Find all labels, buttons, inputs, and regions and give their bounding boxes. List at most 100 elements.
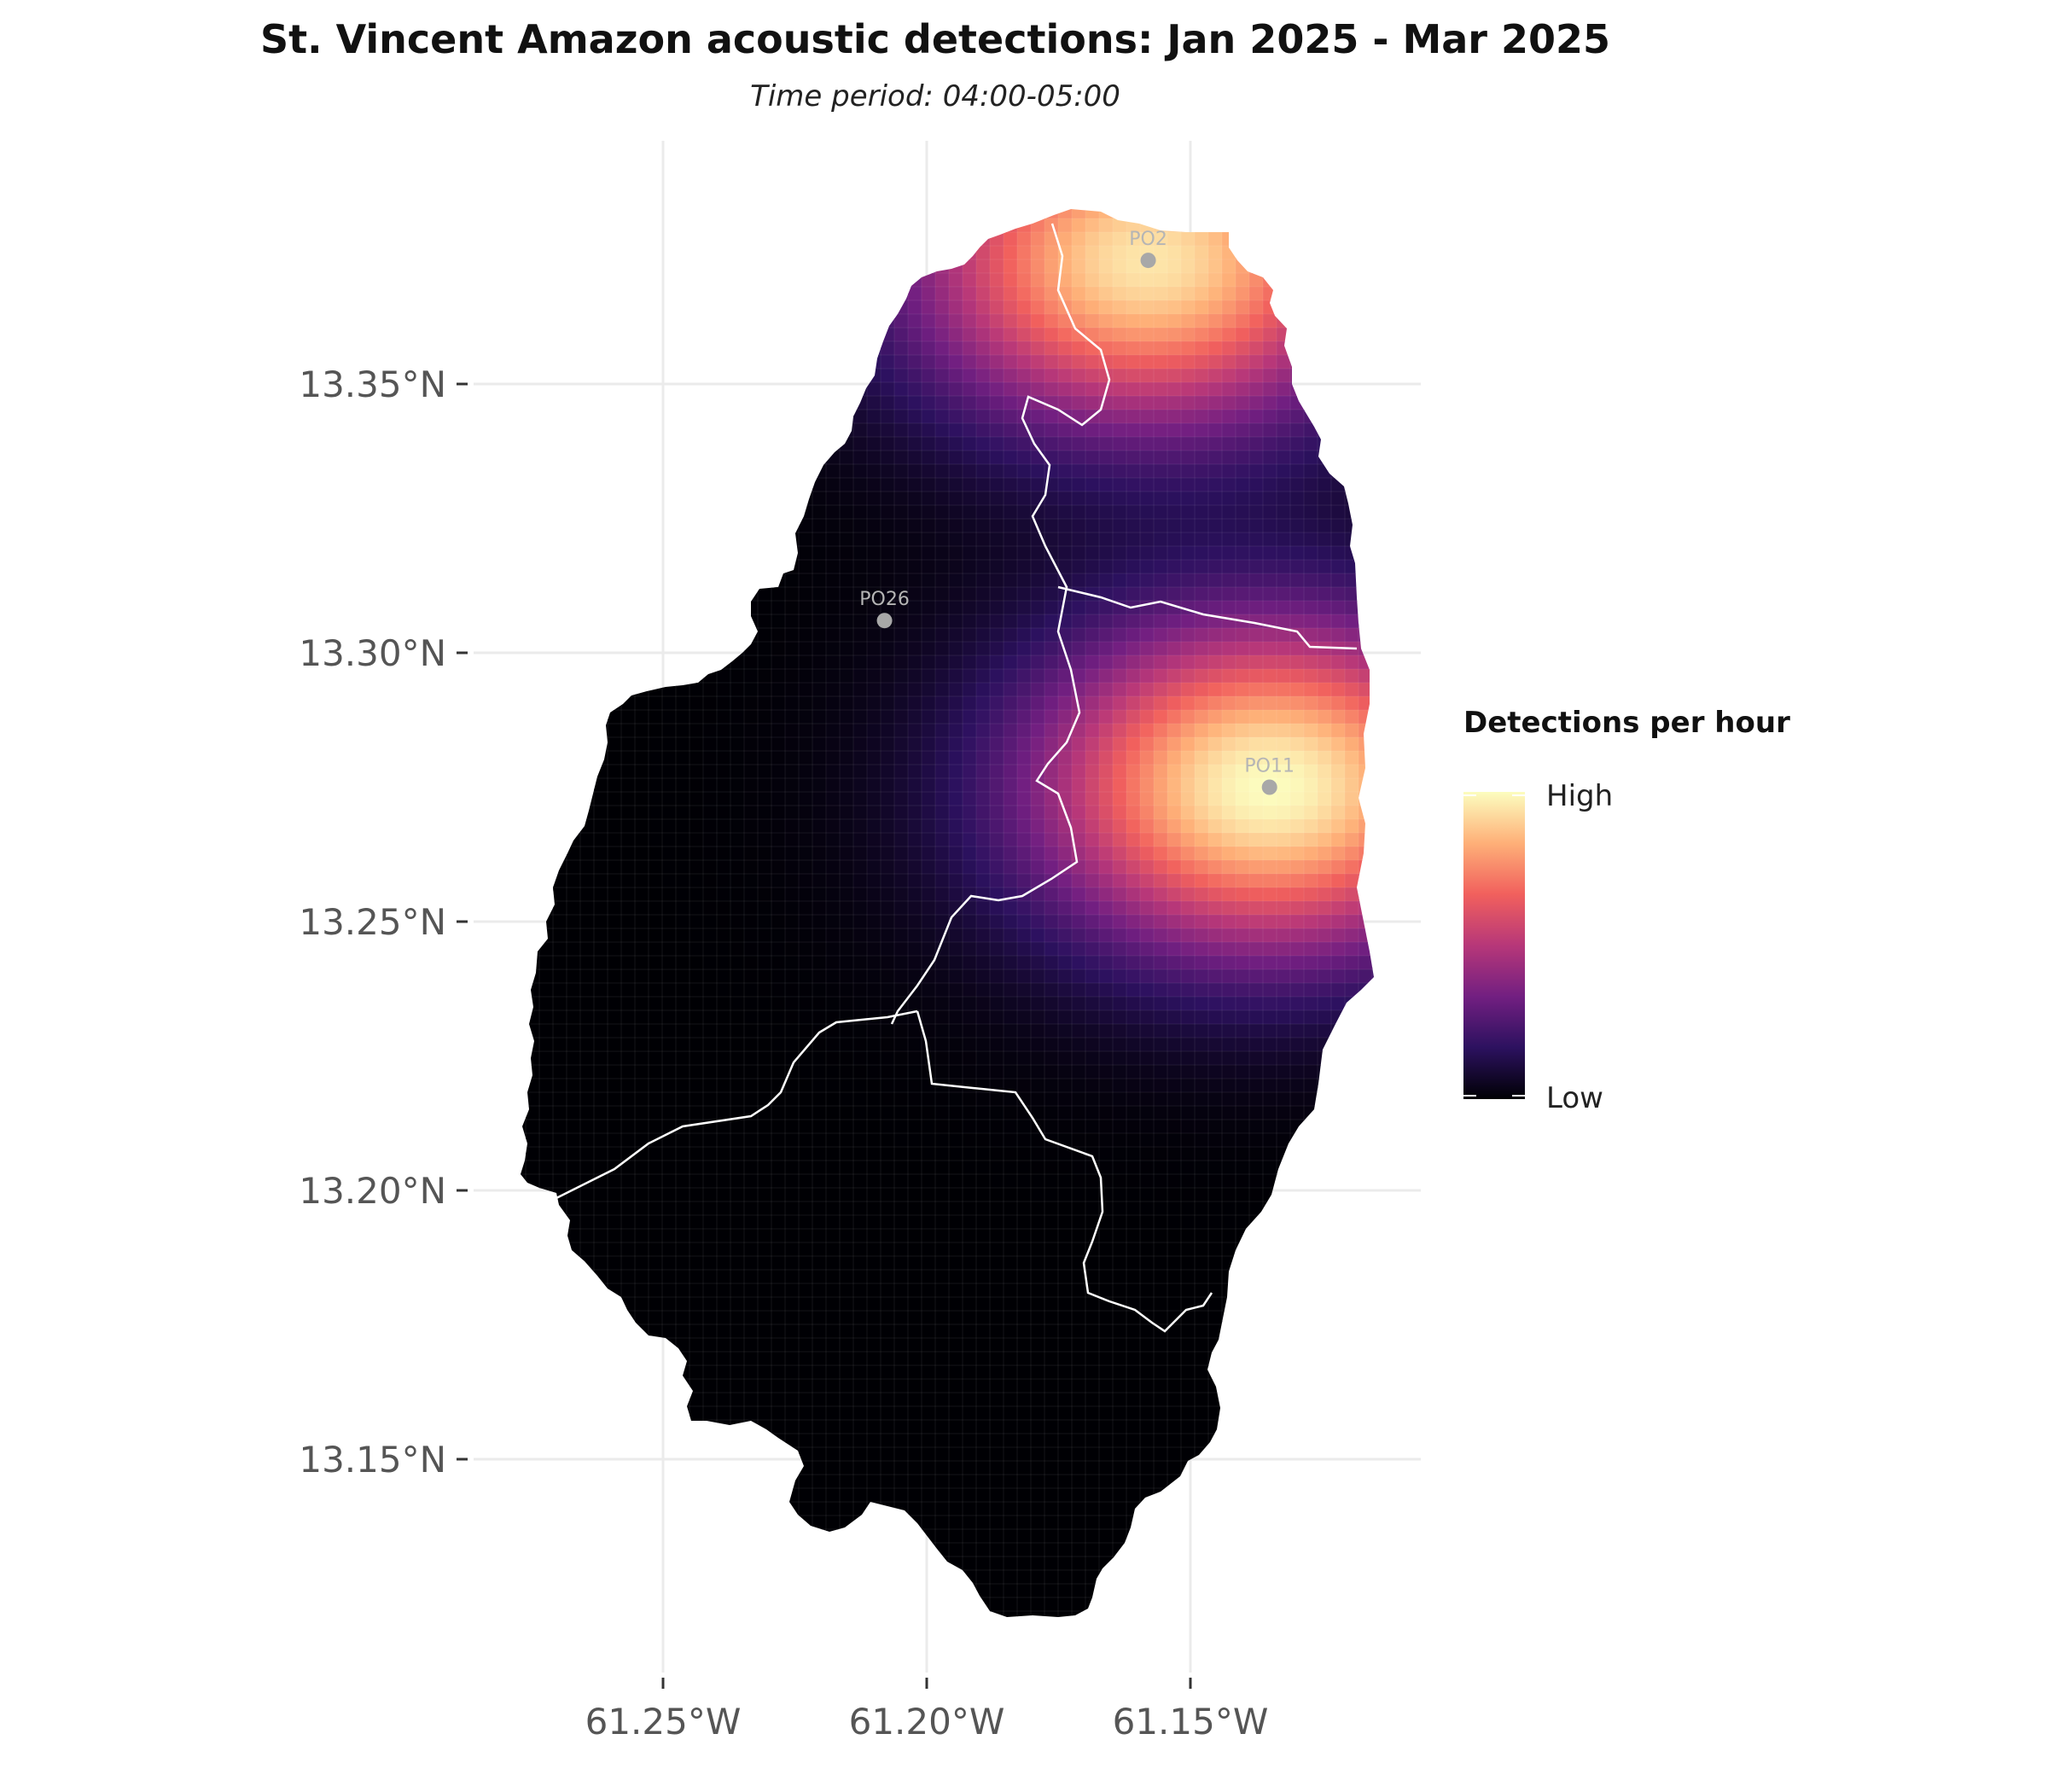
heatmap-cell [1154,833,1168,847]
heatmap-cell [1290,273,1305,288]
heatmap-cell [1017,478,1032,492]
heatmap-cell [689,410,704,424]
heatmap-cell [744,833,759,847]
heatmap-cell [826,942,841,957]
heatmap-cell [608,546,622,561]
heatmap-cell [1058,519,1073,533]
heatmap-cell [730,901,745,916]
heatmap-cell [867,737,881,752]
heatmap-cell [553,874,567,888]
heatmap-cell [689,1201,704,1216]
heatmap-cell [1290,1038,1305,1052]
heatmap-cell [621,314,636,329]
heatmap-cell [649,942,663,957]
heatmap-cell [1154,1147,1168,1161]
heatmap-cell [1154,287,1168,301]
heatmap-cell [1304,587,1318,602]
heatmap-cell [1113,560,1127,574]
heatmap-cell [649,369,663,383]
heatmap-cell [1167,546,1182,561]
heatmap-cell [1154,546,1168,561]
heatmap-cell [1263,1147,1277,1161]
heatmap-cell [771,492,786,506]
heatmap-cell [730,1242,745,1257]
heatmap-cell [1345,1024,1359,1039]
heatmap-cell [826,778,841,793]
heatmap-cell [703,478,718,492]
heatmap-cell [1058,1010,1073,1025]
heatmap-cell [526,1133,540,1148]
heatmap-cell [1331,396,1346,410]
heatmap-cell [853,655,868,670]
heatmap-cell [1277,901,1291,916]
heatmap-cell [1331,860,1346,875]
heatmap-cell [826,1079,841,1093]
heatmap-cell [676,1201,690,1216]
heatmap-cell [922,437,936,451]
heatmap-cell [1222,382,1236,397]
heatmap-cell [1031,587,1045,602]
heatmap-cell [1031,819,1045,834]
heatmap-cell [949,1051,963,1066]
heatmap-cell [594,573,608,588]
heatmap-cell [949,983,963,998]
heatmap-cell [935,737,950,752]
heatmap-cell [744,737,759,752]
heatmap-cell [1044,587,1059,602]
heatmap-cell [1181,587,1196,602]
heatmap-cell [1167,505,1182,520]
heatmap-cell [1017,819,1032,834]
heatmap-cell [1359,1051,1373,1066]
heatmap-cell [1277,382,1291,397]
heatmap-cell [963,573,977,588]
heatmap-cell [990,232,1004,247]
heatmap-cell [594,887,608,902]
heatmap-cell [1304,860,1318,875]
heatmap-cell [1167,847,1182,861]
heatmap-cell [621,833,636,847]
heatmap-cell [1318,341,1332,356]
heatmap-cell [1017,1229,1032,1243]
heatmap-cell [1195,1079,1209,1093]
heatmap-cell [771,437,786,451]
heatmap-cell [1249,382,1264,397]
heatmap-cell [1017,1147,1032,1161]
heatmap-cell [1072,614,1086,629]
heatmap-cell [1099,1024,1114,1039]
heatmap-cell [976,1051,991,1066]
heatmap-cell [567,437,581,451]
heatmap-cell [1304,1133,1318,1148]
heatmap-cell [1167,765,1182,779]
heatmap-cell [1208,437,1223,451]
heatmap-cell [1263,628,1277,643]
heatmap-cell [1167,1174,1182,1189]
heatmap-cell [1277,246,1291,260]
heatmap-cell [799,942,813,957]
heatmap-cell [758,519,772,533]
heatmap-cell [1181,1147,1196,1161]
heatmap-cell [1044,382,1059,397]
heatmap-cell [1290,1079,1305,1093]
heatmap-cell [1167,942,1182,957]
heatmap-cell [1318,696,1332,711]
heatmap-cell [812,737,827,752]
heatmap-cell [689,1010,704,1025]
heatmap-cell [526,259,540,274]
heatmap-cell [526,983,540,998]
heatmap-cell [771,969,786,984]
heatmap-cell [990,532,1004,547]
heatmap-cell [717,464,731,479]
heatmap-cell [1044,1051,1059,1066]
heatmap-cell [1181,341,1196,356]
heatmap-cell [1044,1024,1059,1039]
heatmap-cell [1167,300,1182,315]
heatmap-cell [785,1174,800,1189]
heatmap-cell [689,997,704,1011]
heatmap-cell [1236,382,1250,397]
heatmap-cell [635,983,649,998]
heatmap-cell [1181,1065,1196,1079]
heatmap-cell [521,724,527,738]
heatmap-cell [594,505,608,520]
heatmap-cell [621,819,636,834]
heatmap-cell [526,314,540,329]
